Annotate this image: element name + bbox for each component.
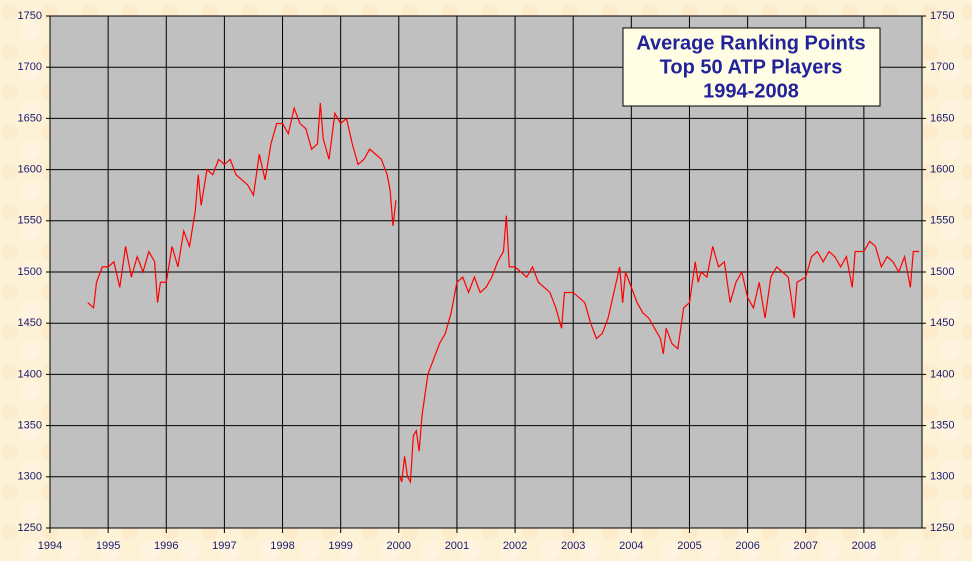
- y-tick-label: 1600: [18, 164, 42, 176]
- y-tick-label: 1650: [18, 112, 42, 124]
- y-tick-label: 1250: [18, 522, 42, 534]
- y-tick-label: 1350: [18, 420, 42, 432]
- y2-tick-label: 1300: [930, 471, 954, 483]
- y2-tick-label: 1400: [930, 368, 954, 380]
- x-tick-label: 1994: [38, 540, 62, 552]
- x-tick-label: 2003: [561, 540, 585, 552]
- x-tick-label: 1998: [270, 540, 294, 552]
- y2-tick-label: 1600: [930, 164, 954, 176]
- y-tick-label: 1700: [18, 61, 42, 73]
- x-tick-label: 1995: [96, 540, 120, 552]
- chart-title: 1994-2008: [703, 80, 799, 102]
- x-tick-label: 2002: [503, 540, 527, 552]
- y-tick-label: 1400: [18, 368, 42, 380]
- x-tick-label: 2006: [735, 540, 759, 552]
- y2-tick-label: 1250: [930, 522, 954, 534]
- y2-tick-label: 1750: [930, 10, 954, 22]
- x-tick-label: 2000: [387, 540, 411, 552]
- y-tick-label: 1750: [18, 10, 42, 22]
- x-tick-label: 1997: [212, 540, 236, 552]
- y-tick-label: 1500: [18, 266, 42, 278]
- chart-title: Top 50 ATP Players: [660, 56, 843, 78]
- y2-tick-label: 1650: [930, 112, 954, 124]
- y2-tick-label: 1550: [930, 215, 954, 227]
- y2-tick-label: 1500: [930, 266, 954, 278]
- x-tick-label: 2005: [677, 540, 701, 552]
- title-box: [622, 27, 881, 107]
- y-tick-label: 1300: [18, 471, 42, 483]
- x-tick-label: 2008: [852, 540, 876, 552]
- x-tick-label: 1996: [154, 540, 178, 552]
- x-tick-label: 2007: [793, 540, 817, 552]
- x-tick-label: 2004: [619, 540, 643, 552]
- x-tick-label: 2001: [445, 540, 469, 552]
- data-line: [87, 102, 920, 484]
- y2-tick-label: 1450: [930, 317, 954, 329]
- y2-tick-label: 1700: [930, 61, 954, 73]
- y2-tick-label: 1350: [930, 420, 954, 432]
- chart-title: Average Ranking Points: [636, 32, 865, 54]
- y-tick-label: 1450: [18, 317, 42, 329]
- y-tick-label: 1550: [18, 215, 42, 227]
- x-tick-label: 1999: [328, 540, 352, 552]
